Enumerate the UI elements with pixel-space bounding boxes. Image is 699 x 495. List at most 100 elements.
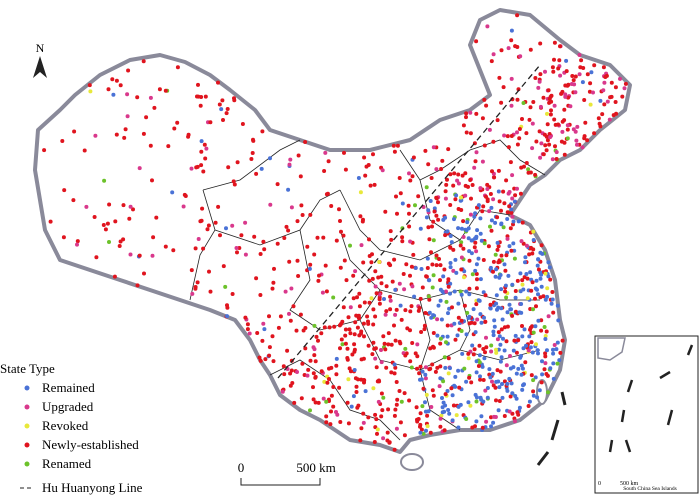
point xyxy=(106,87,111,92)
point xyxy=(261,321,266,326)
point xyxy=(481,290,486,295)
point xyxy=(512,256,517,261)
point xyxy=(500,395,505,400)
point xyxy=(531,307,535,312)
point xyxy=(505,381,510,386)
point xyxy=(377,260,382,264)
point xyxy=(313,374,318,379)
point xyxy=(468,110,473,115)
point xyxy=(450,393,455,398)
point xyxy=(528,47,533,52)
point xyxy=(404,262,409,267)
point xyxy=(488,192,493,196)
point xyxy=(535,348,540,353)
point xyxy=(380,408,385,413)
inset-map: 0 500 km South China Sea Islands xyxy=(594,335,699,494)
point xyxy=(408,359,413,364)
point xyxy=(510,196,515,201)
point xyxy=(545,111,549,116)
point xyxy=(505,210,510,215)
point xyxy=(206,223,211,228)
point xyxy=(453,374,458,379)
point xyxy=(368,183,373,188)
point xyxy=(528,270,533,275)
point xyxy=(488,306,493,310)
point xyxy=(213,220,218,225)
point xyxy=(520,220,525,225)
point xyxy=(399,399,404,404)
point xyxy=(497,275,502,280)
point xyxy=(548,366,553,371)
point xyxy=(482,241,487,246)
point xyxy=(543,351,548,356)
point xyxy=(410,341,415,345)
point xyxy=(511,348,516,353)
point xyxy=(438,424,443,429)
point xyxy=(439,317,444,322)
point xyxy=(292,400,297,405)
point xyxy=(491,333,496,338)
point xyxy=(483,388,488,393)
point xyxy=(260,338,265,343)
point xyxy=(510,214,515,219)
point xyxy=(553,144,557,149)
point xyxy=(440,289,445,294)
point xyxy=(135,95,140,100)
point xyxy=(542,325,547,329)
point xyxy=(531,389,536,394)
point xyxy=(475,317,480,322)
point xyxy=(487,209,492,214)
point xyxy=(535,263,540,268)
point xyxy=(541,95,546,100)
point xyxy=(374,417,379,422)
point xyxy=(536,267,541,272)
point xyxy=(602,102,607,107)
point xyxy=(343,327,348,332)
point xyxy=(518,191,523,196)
point xyxy=(483,319,488,324)
point xyxy=(232,96,236,101)
point xyxy=(409,264,414,269)
point xyxy=(502,262,507,267)
point xyxy=(275,241,280,246)
point xyxy=(163,88,168,93)
point xyxy=(257,355,262,360)
point xyxy=(461,235,466,239)
point xyxy=(509,248,514,253)
point xyxy=(473,159,478,164)
point xyxy=(323,263,328,268)
point xyxy=(520,334,525,339)
point xyxy=(344,278,349,283)
legend-label: Renamed xyxy=(42,456,92,471)
point xyxy=(548,135,553,140)
point xyxy=(452,321,457,326)
point xyxy=(442,267,447,272)
point xyxy=(471,352,476,357)
point xyxy=(349,404,354,409)
point xyxy=(533,286,538,291)
point xyxy=(314,334,319,339)
point xyxy=(515,278,520,283)
point xyxy=(613,100,618,104)
point xyxy=(216,80,220,85)
point xyxy=(429,405,434,409)
point xyxy=(498,359,503,364)
point xyxy=(419,427,424,432)
point xyxy=(400,201,405,206)
point xyxy=(113,219,118,224)
point xyxy=(485,386,490,390)
point xyxy=(519,302,524,306)
point xyxy=(462,275,466,280)
point xyxy=(202,142,207,147)
point xyxy=(498,369,503,374)
point xyxy=(520,324,524,328)
point xyxy=(506,273,511,278)
point xyxy=(464,332,469,337)
point xyxy=(623,81,628,86)
point xyxy=(392,362,397,367)
point xyxy=(496,379,501,384)
point xyxy=(154,215,159,220)
point xyxy=(516,412,521,417)
point xyxy=(473,330,478,335)
point xyxy=(475,277,479,282)
